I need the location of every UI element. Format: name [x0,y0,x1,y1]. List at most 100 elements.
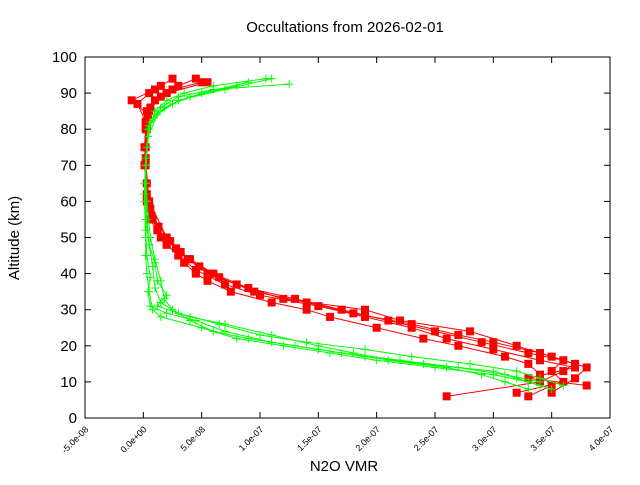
data-point [361,345,369,354]
chart-title: Occultations from 2026-02-01 [246,19,444,36]
data-point [141,154,150,163]
data-point [147,211,156,220]
data-point [267,74,276,83]
data-point [349,349,358,358]
x-tick-label: 5.0e-08 [178,424,207,453]
data-point [203,276,212,285]
data-point [466,327,474,336]
data-point [512,374,521,383]
series-line [143,81,565,394]
data-point [191,316,200,325]
y-tick-label: 10 [60,374,77,391]
data-point [162,89,171,98]
y-tick-label: 60 [60,193,77,210]
data-point [191,74,200,83]
data-point [160,103,169,112]
data-point [442,334,451,343]
data-point [141,226,150,235]
data-point [127,96,136,105]
data-point [571,374,579,383]
x-tick-label: 2.0e-07 [353,424,382,453]
data-point [489,338,498,347]
data-point [466,359,474,368]
data-point [197,78,206,87]
data-point [489,367,498,376]
series-line [143,81,588,394]
data-point [279,294,288,303]
data-point [454,341,463,350]
data-point [221,327,229,336]
data-point [151,96,159,105]
x-tick-label: 0.0e+00 [118,424,148,454]
x-axis-label: N2O VMR [310,458,379,475]
data-point [153,276,162,285]
data-point [256,291,264,300]
data-point [419,359,428,368]
series-line [145,83,564,386]
x-tick-label: 1.0e-07 [237,424,266,453]
data-point [153,110,162,119]
data-point [547,352,556,361]
data-point [407,320,416,329]
data-point [291,294,299,303]
y-axis-label: Altitude (km) [6,196,23,280]
data-point [174,81,183,90]
data-point [154,222,163,231]
data-point [536,381,544,390]
y-tick-label: 40 [60,266,77,283]
data-point [454,330,463,339]
data-point [244,334,253,343]
data-point [442,363,451,372]
data-point [151,258,159,267]
data-point [232,81,241,90]
data-point [431,327,439,336]
plot-frame [84,56,611,419]
data-point [145,89,154,98]
data-point [146,302,155,311]
data-point [372,323,381,332]
data-point [285,80,294,89]
data-point [501,352,509,361]
series-layer [127,74,591,401]
data-point [162,291,171,300]
data-point [168,305,177,314]
x-tick-label: 4.0e-07 [587,424,616,453]
series-0 [127,74,591,401]
data-point [140,190,149,199]
data-point [559,367,568,376]
data-point [186,92,194,101]
x-tick-label: 3.0e-07 [470,424,499,453]
data-point [302,305,311,314]
data-point [267,338,276,347]
data-point [162,309,171,318]
data-point [361,312,369,321]
data-point [142,107,151,116]
data-point [349,309,358,318]
data-point [337,305,346,314]
data-point [442,392,451,401]
data-point [142,197,151,206]
data-point [547,385,556,394]
y-tick-label: 80 [60,121,77,138]
data-point [536,356,544,365]
y-tick-label: 0 [69,410,77,427]
x-tick-label: 1.5e-07 [295,424,324,453]
data-point [133,99,142,108]
data-point [512,388,521,397]
data-point [582,381,591,390]
y-tick-label: 100 [52,49,77,66]
data-point [267,330,276,339]
y-tick-label: 50 [60,230,77,247]
data-point [151,284,159,293]
data-point [142,251,151,260]
data-point [477,338,486,347]
data-point [419,334,428,343]
data-point [524,349,533,358]
y-tick-label: 30 [60,302,77,319]
data-point [524,385,533,394]
data-point [407,352,416,361]
data-point [582,363,591,372]
series-line [136,85,587,387]
data-point [144,287,152,296]
